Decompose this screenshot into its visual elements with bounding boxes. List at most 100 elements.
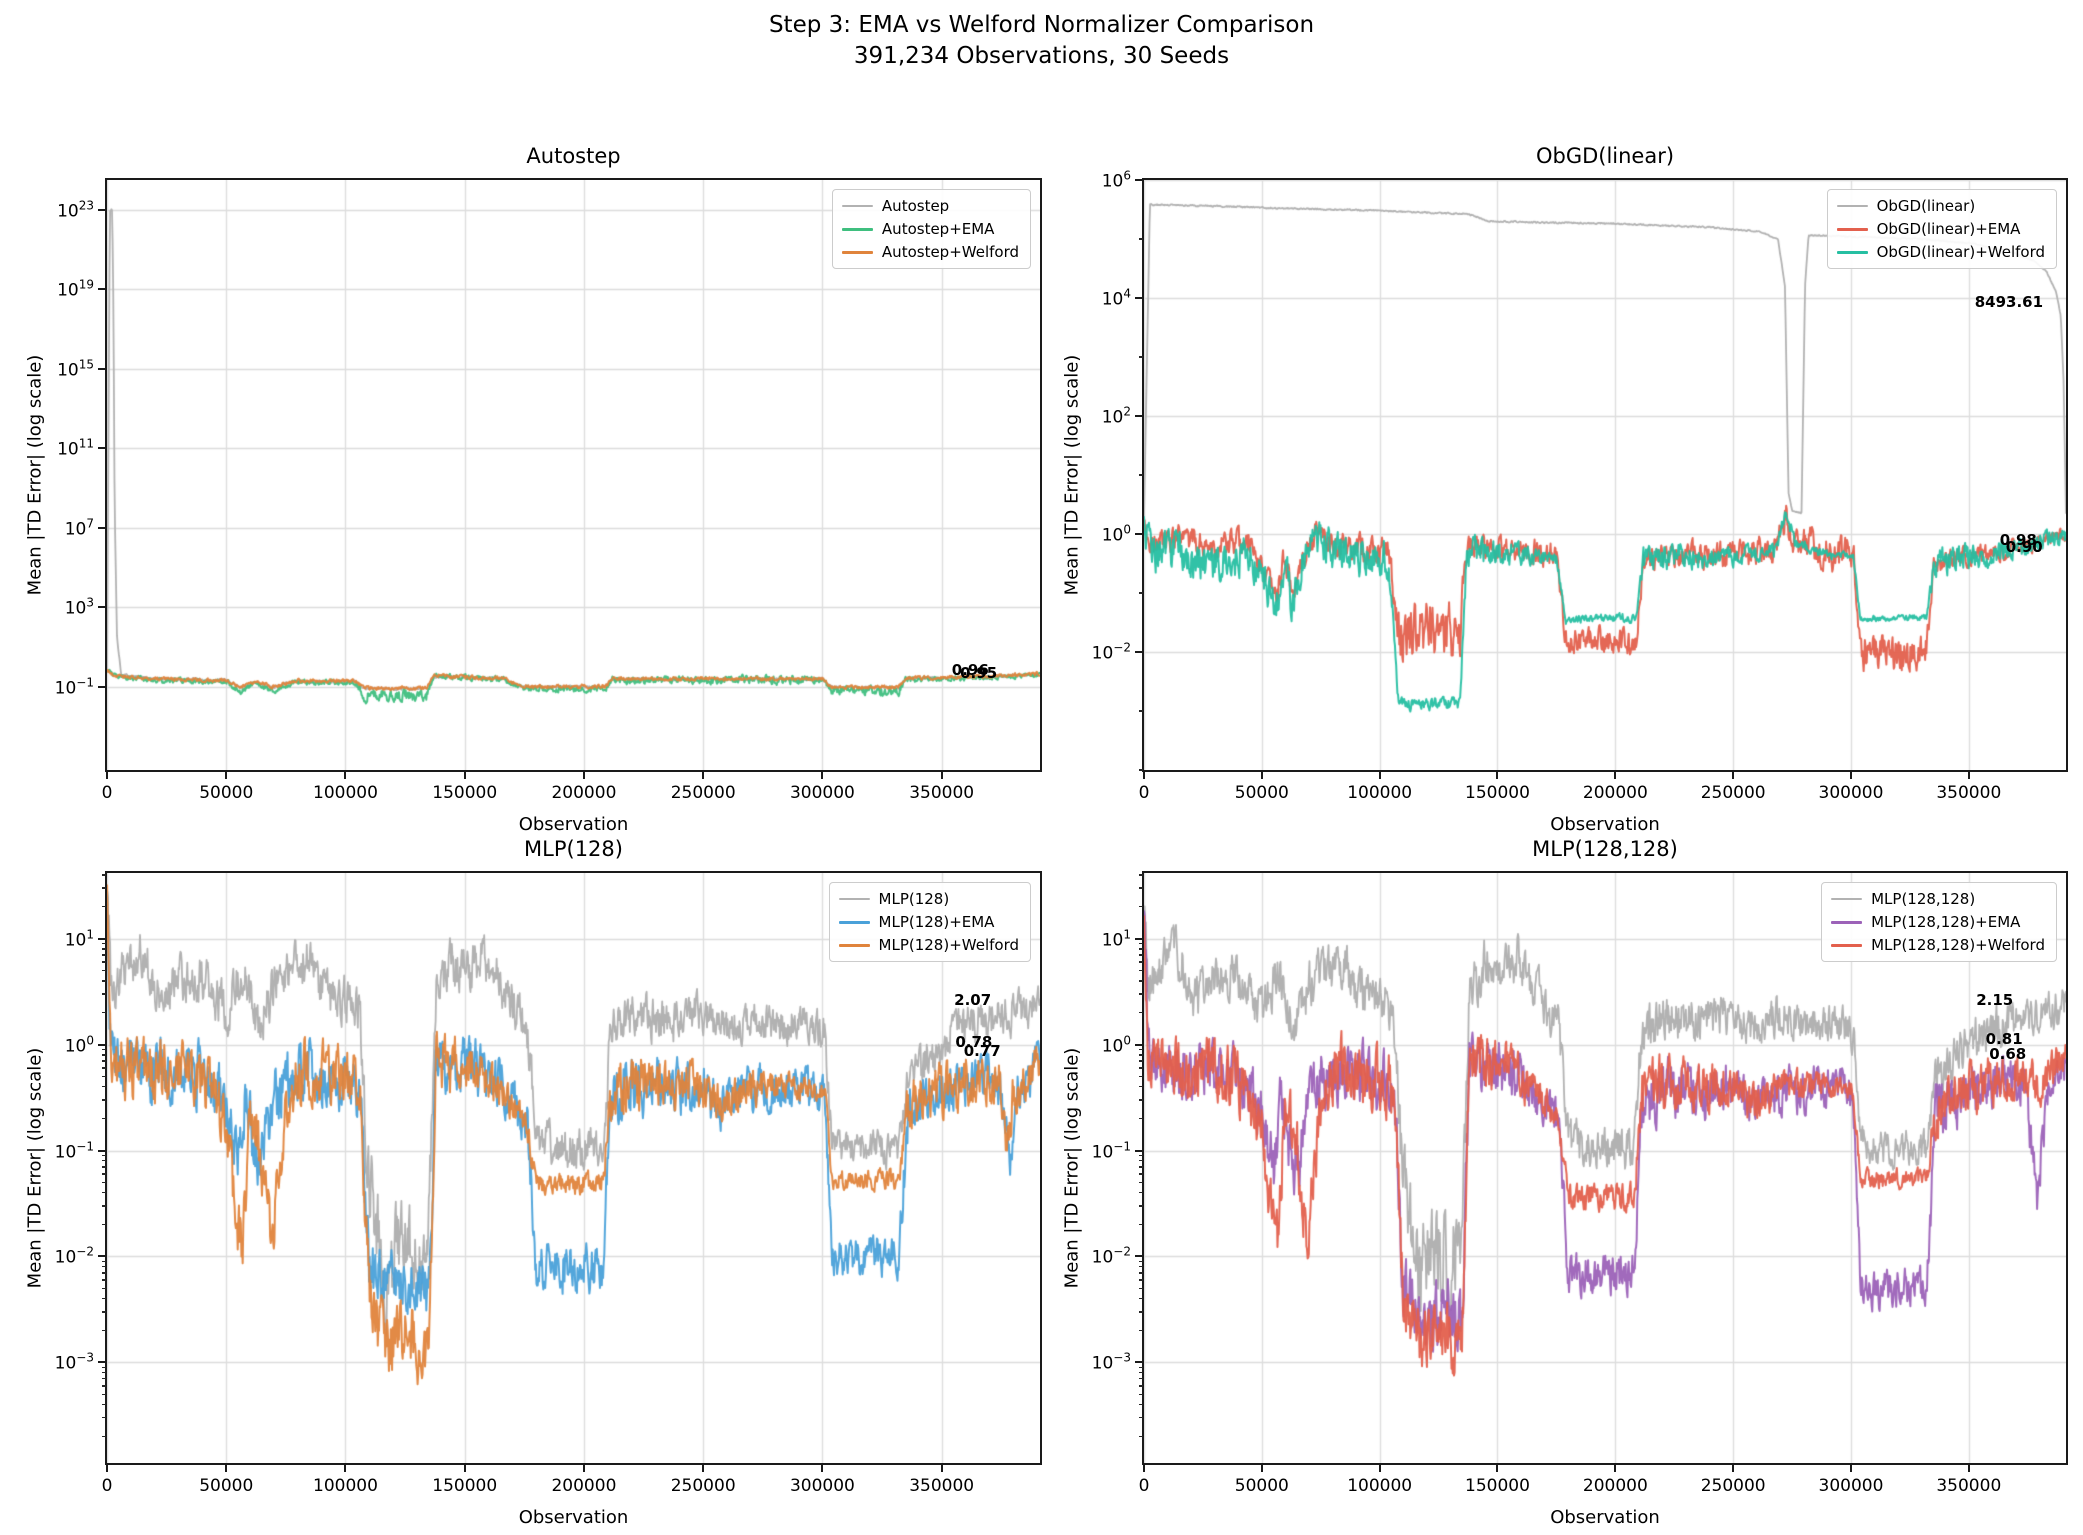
y-minor-tick (102, 1260, 106, 1262)
x-tick (1143, 1465, 1145, 1472)
y-tick (98, 288, 105, 291)
y-minor-tick (1139, 961, 1143, 963)
x-tick-label: 0 (1138, 1476, 1150, 1496)
y-minor-tick (1139, 1012, 1143, 1014)
x-tick (1732, 772, 1735, 779)
x-tick (225, 772, 228, 779)
x-tick (1849, 772, 1852, 779)
y-tick-label: 10−2 (54, 1245, 94, 1268)
y-minor-tick (1139, 1086, 1143, 1088)
y-tick (98, 1361, 105, 1364)
y-tick (98, 447, 105, 450)
y-minor-tick (1139, 980, 1143, 982)
y-tick-label: 104 (1101, 286, 1131, 310)
x-tick-label: 150000 (1465, 783, 1530, 803)
y-tick-label: 100 (64, 1033, 94, 1056)
y-tick-label: 1015 (57, 357, 94, 381)
y-tick-label: 10−1 (54, 675, 94, 698)
legend-line-swatch (838, 897, 870, 901)
legend-label: MLP(128)+EMA (878, 913, 995, 931)
y-minor-tick (102, 1054, 106, 1056)
x-tick (463, 1465, 466, 1472)
y-minor-tick (102, 1191, 106, 1194)
y-minor-tick (102, 1266, 106, 1268)
y-tick-label: 1023 (57, 198, 94, 222)
y-tick (1135, 533, 1142, 535)
x-tick (702, 1465, 705, 1472)
legend-label: Autostep+Welford (881, 243, 1019, 261)
y-tick (1135, 415, 1142, 417)
legend-label: ObGD(linear) (1876, 197, 1976, 215)
value-annotation: 0.68 (1989, 1045, 2027, 1064)
value-annotation: 0.77 (963, 1041, 1001, 1060)
legend-item: MLP(128)+EMA (838, 913, 1019, 931)
plot-area (1142, 178, 2068, 772)
value-annotation: 0.98 (1999, 530, 2037, 549)
y-minor-tick (1139, 1048, 1143, 1051)
x-tick-label: 200000 (551, 1476, 617, 1496)
y-tick-label: 10−2 (1091, 640, 1131, 664)
value-annotation: 2.07 (954, 991, 992, 1010)
y-minor-tick (102, 969, 106, 972)
y-minor-tick (102, 1181, 106, 1184)
x-tick-label: 100000 (1347, 783, 1413, 803)
y-minor-tick (102, 954, 106, 956)
y-minor-tick (102, 1403, 106, 1406)
y-minor-tick (102, 1287, 106, 1290)
y-minor-tick (1139, 1435, 1143, 1438)
y-tick (98, 526, 105, 529)
value-annotation: 2.15 (1976, 991, 2014, 1010)
y-minor-tick (1139, 769, 1143, 771)
x-tick (1260, 772, 1263, 779)
y-minor-tick (102, 1311, 106, 1313)
y-minor-tick (1139, 887, 1143, 889)
legend-item: Autostep (841, 197, 1019, 215)
x-tick (106, 772, 108, 779)
legend: Autostep Autostep+EMA Autostep+Welford (831, 189, 1031, 269)
y-minor-tick (1139, 1417, 1143, 1419)
x-axis-label: Observation (518, 814, 629, 835)
x-tick (940, 772, 943, 779)
panel-title: MLP(128,128) (1532, 837, 1678, 861)
legend-item: MLP(128)+Welford (838, 936, 1019, 954)
y-minor-tick (1139, 1205, 1143, 1207)
y-tick (98, 937, 105, 940)
figure-title-line1: Step 3: EMA vs Welford Normalizer Compar… (768, 12, 1315, 38)
y-tick (1135, 651, 1142, 653)
y-minor-tick (1139, 1279, 1143, 1281)
chart-canvas-mlp-128-128- (1144, 873, 2066, 1463)
x-tick-label: 150000 (432, 1476, 498, 1496)
legend-item: ObGD(linear)+Welford (1836, 243, 2045, 261)
legend-label: ObGD(linear)+EMA (1876, 220, 2021, 238)
x-tick-label: 250000 (670, 1476, 736, 1496)
x-tick-label: 350000 (909, 783, 975, 803)
y-minor-tick (102, 1154, 106, 1157)
y-axis-label: Mean |TD Error| (log scale) (1061, 1047, 1083, 1289)
x-tick-label: 50000 (199, 783, 254, 803)
x-tick (106, 1465, 108, 1472)
y-minor-tick (1139, 969, 1143, 972)
panel-title: ObGD(linear) (1535, 144, 1675, 168)
x-tick-label: 350000 (909, 1476, 975, 1496)
y-minor-tick (1139, 942, 1143, 945)
y-minor-tick (102, 1366, 106, 1368)
x-axis-label: Observation (1550, 1507, 1660, 1528)
y-tick (1135, 1043, 1142, 1046)
y-minor-tick (1139, 1371, 1143, 1374)
legend-line-swatch (1831, 920, 1863, 924)
y-tick-label: 101 (1101, 927, 1131, 950)
y-tick (98, 1149, 105, 1152)
y-minor-tick (102, 887, 106, 889)
x-tick (1849, 1465, 1852, 1472)
panel-title: Autostep (526, 144, 621, 168)
y-minor-tick (1139, 1266, 1143, 1268)
legend-item: MLP(128,128)+EMA (1831, 913, 2045, 931)
y-tick-label: 10−2 (1091, 1245, 1131, 1268)
y-minor-tick (102, 1067, 106, 1069)
x-tick (1496, 1465, 1499, 1472)
legend-label: Autostep+EMA (881, 220, 995, 238)
x-tick-label: 100000 (1347, 1476, 1413, 1496)
x-tick (1614, 772, 1617, 779)
legend-line-swatch (1836, 250, 1868, 254)
